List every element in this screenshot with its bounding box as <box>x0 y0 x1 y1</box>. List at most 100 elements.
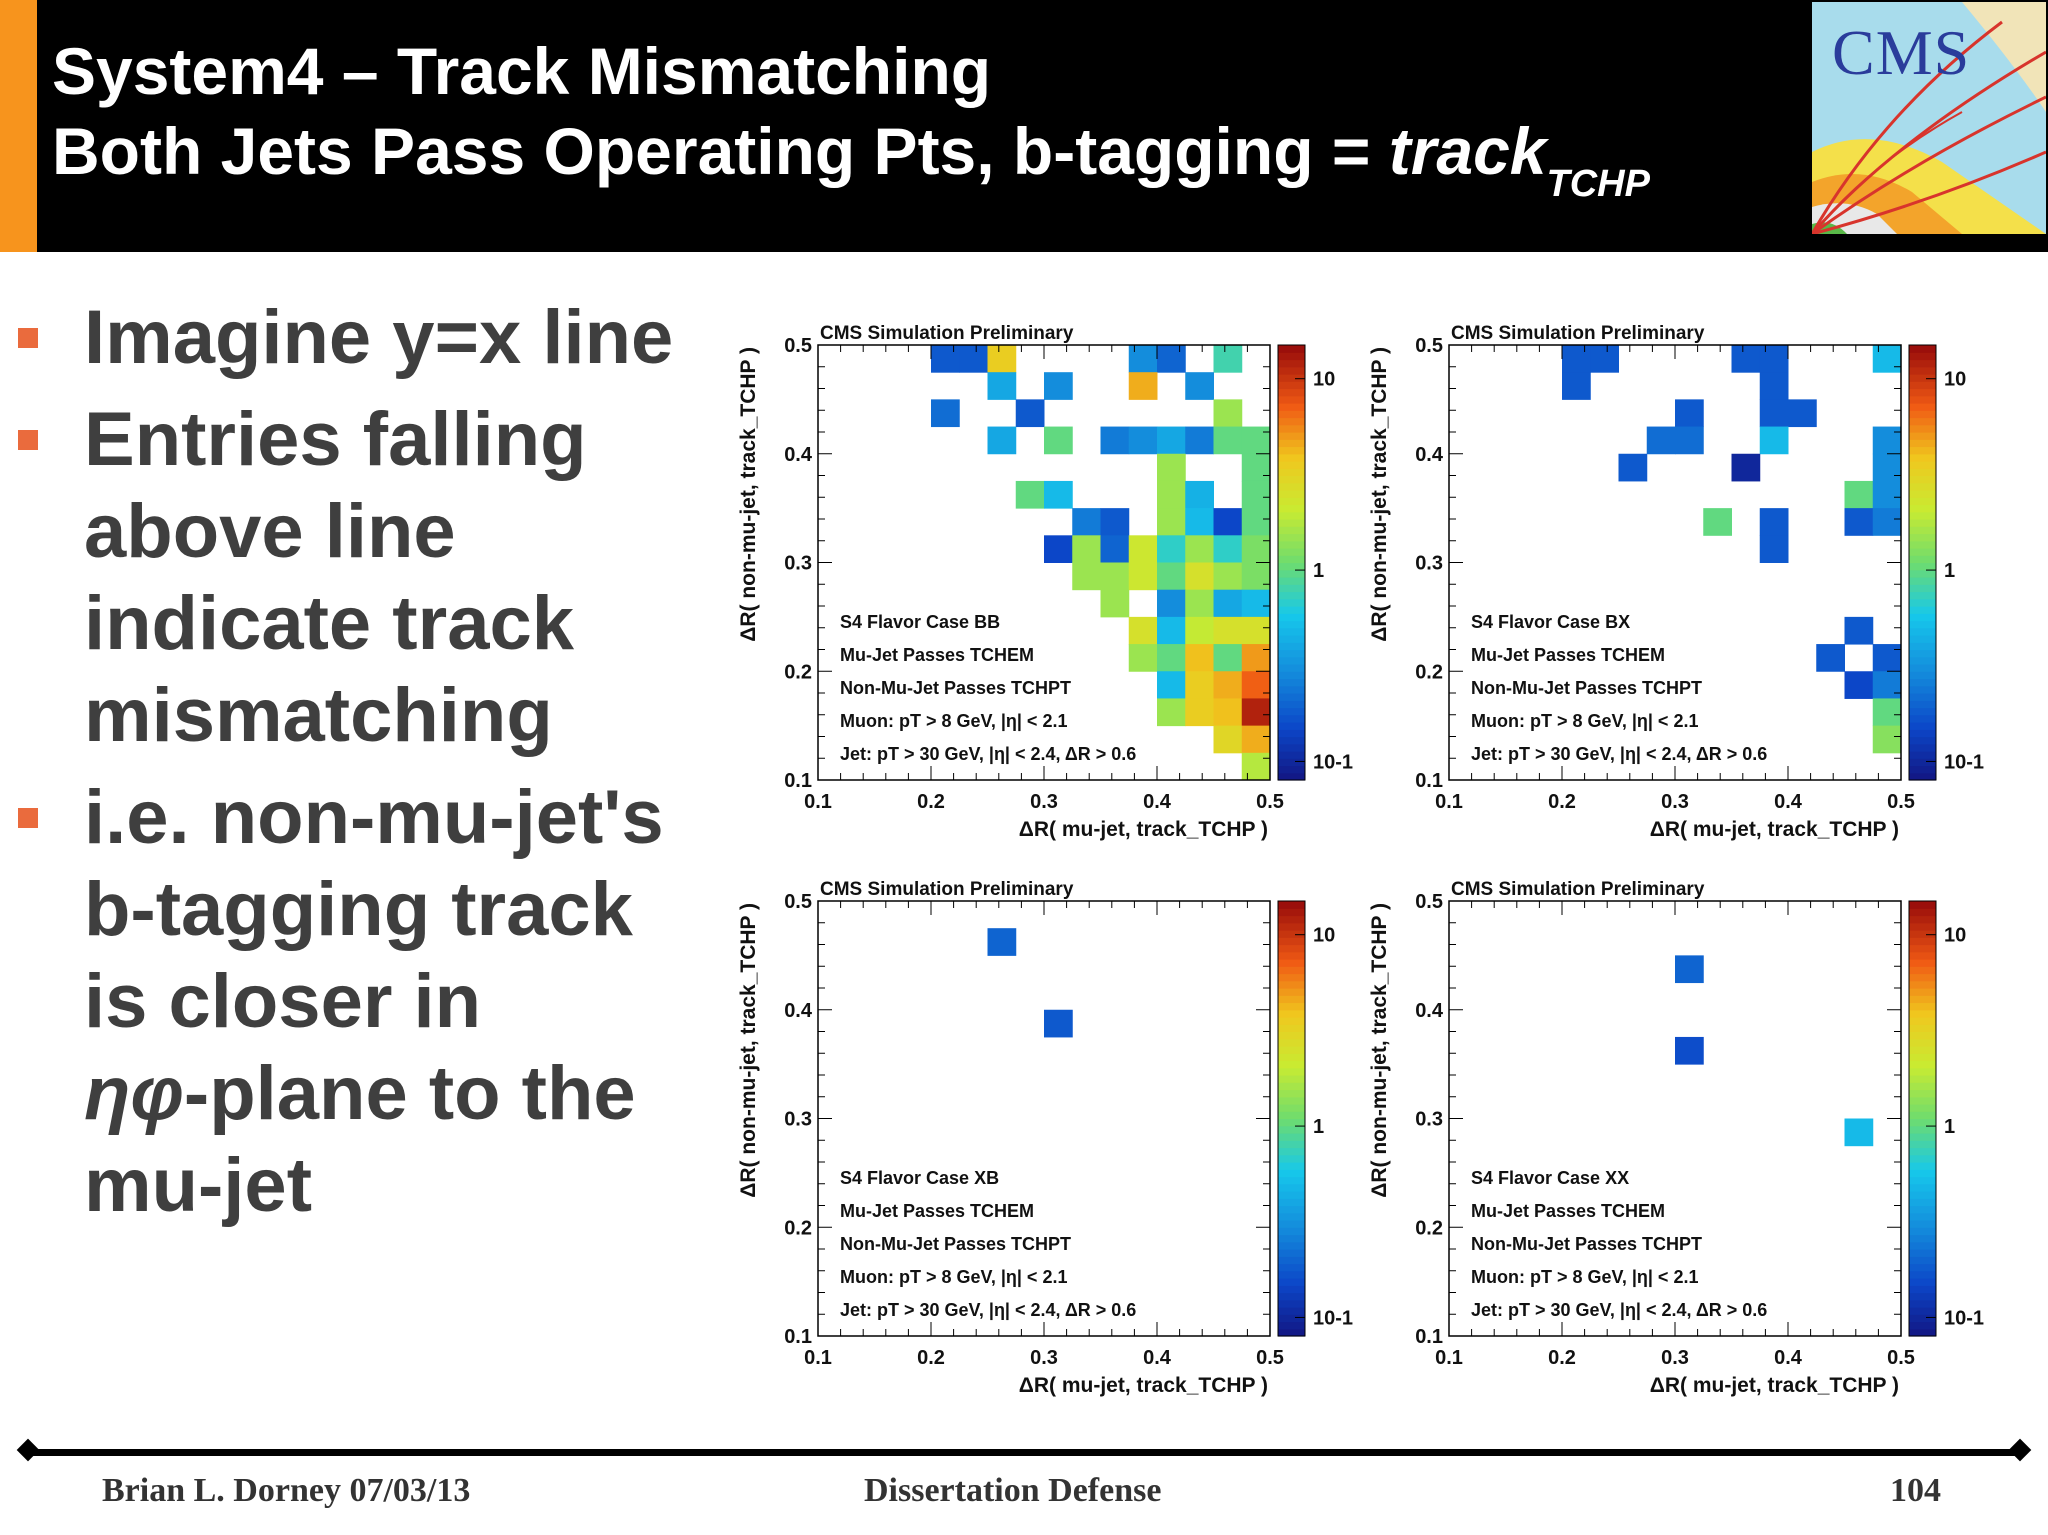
colorbar-segment <box>1909 1263 1936 1272</box>
x-tick-label: 0.5 <box>1256 1347 1284 1369</box>
colorbar-segment <box>1278 937 1305 946</box>
colorbar-segment <box>1909 1154 1936 1163</box>
colorbar-segment <box>1278 577 1305 585</box>
colorbar-segment <box>1278 1060 1305 1069</box>
colorbar-segment <box>1909 490 1936 498</box>
colorbar-segment <box>1278 1234 1305 1243</box>
y-tick-label: 0.1 <box>784 770 812 792</box>
heatmap-bin <box>1872 453 1902 482</box>
heatmap-bin <box>1675 399 1704 428</box>
colorbar-segment <box>1278 901 1305 909</box>
colorbar-segment <box>1909 432 1936 440</box>
heatmap-bin <box>1703 508 1732 536</box>
colorbar-segment <box>1909 461 1936 469</box>
colorbar-segment <box>1909 743 1936 752</box>
colorbar-segment <box>1909 395 1936 404</box>
heatmap-bin <box>931 399 960 428</box>
annotation-text: Muon: pT > 8 GeV, |η| < 2.1 <box>840 711 1067 731</box>
x-tick-label: 0.1 <box>1435 1347 1463 1369</box>
colorbar-segment <box>1278 635 1305 643</box>
colorbar-segment <box>1278 374 1305 382</box>
x-axis-label: ΔR( mu-jet, track_TCHP ) <box>1650 818 1899 841</box>
x-tick-label: 0.4 <box>1774 791 1803 813</box>
heatmap-bin <box>1185 480 1214 509</box>
heatmap-bin <box>1213 644 1243 672</box>
colorbar-segment <box>1909 1147 1936 1156</box>
bullet-text-line: b-tagging track <box>84 867 633 952</box>
y-axis-label: ΔR( non-mu-jet, track_TCHP ) <box>1368 903 1391 1198</box>
heatmap-bin <box>1128 345 1158 373</box>
colorbar-segment <box>1278 1299 1305 1308</box>
colorbar-segment <box>1278 1241 1305 1250</box>
colorbar-tick-label: 1 <box>1313 560 1324 582</box>
colorbar-segment <box>1909 606 1936 614</box>
heatmap-bin <box>931 345 960 373</box>
colorbar-tick-label: 1 <box>1313 1116 1324 1138</box>
x-tick-label: 0.5 <box>1887 1347 1915 1369</box>
chart-title: CMS Simulation Preliminary <box>1451 881 1705 900</box>
y-tick-label: 0.2 <box>1415 661 1443 683</box>
colorbar-segment <box>1278 1053 1305 1062</box>
colorbar-segment <box>1909 1285 1936 1294</box>
annotation-text: Non-Mu-Jet Passes TCHPT <box>1471 678 1702 698</box>
heatmap-bin <box>1157 589 1186 618</box>
colorbar-segment <box>1909 1031 1936 1040</box>
colorbar-segment <box>1909 1299 1936 1308</box>
colorbar-segment <box>1909 707 1936 716</box>
colorbar-segment <box>1909 620 1936 629</box>
colorbar-segment <box>1278 729 1305 738</box>
colorbar-segment <box>1909 1067 1936 1076</box>
colorbar-segment <box>1278 685 1305 694</box>
heatmap-bin <box>1872 345 1902 373</box>
colorbar-segment <box>1909 352 1936 361</box>
colorbar-segment <box>1909 482 1936 491</box>
bullet-text-line: i.e. non-mu-jet's <box>84 775 664 860</box>
y-tick-label: 0.5 <box>1415 335 1443 357</box>
colorbar-segment <box>1909 533 1936 542</box>
bullet-3: i.e. non-mu-jet's b-tagging track is close… <box>14 772 734 1232</box>
y-tick-label: 0.5 <box>1415 891 1443 913</box>
heatmap-bin <box>1844 1118 1874 1147</box>
x-tick-label: 0.3 <box>1030 1347 1058 1369</box>
colorbar-segment <box>1278 973 1305 982</box>
heatmap-bin <box>1213 535 1243 563</box>
colorbar-segment <box>1909 1082 1936 1091</box>
colorbar-frame <box>1277 344 1306 781</box>
heatmap-bin <box>1157 644 1186 672</box>
bullet-text-line: above line <box>84 489 456 574</box>
colorbar-segment <box>1278 432 1305 440</box>
heatmap-bin <box>1157 698 1186 727</box>
cms-logo-graphic <box>1812 2 2046 234</box>
annotation-text: S4 Flavor Case BX <box>1471 612 1630 632</box>
heatmap-bin <box>1213 426 1243 455</box>
heatmap-bin <box>1015 399 1045 428</box>
colorbar-segment <box>1278 475 1305 484</box>
colorbar-segment <box>1909 453 1936 462</box>
colorbar-segment <box>1278 707 1305 716</box>
y-tick-label: 0.4 <box>1415 1000 1444 1022</box>
heatmap-bin <box>1213 698 1243 727</box>
chart-title: CMS Simulation Preliminary <box>1451 325 1705 344</box>
colorbar-segment <box>1278 482 1305 491</box>
heatmap-bin <box>1241 562 1271 591</box>
y-tick-label: 0.2 <box>784 1217 812 1239</box>
y-tick-label: 0.1 <box>1415 770 1443 792</box>
colorbar-segment <box>1278 1067 1305 1076</box>
colorbar-segment <box>1278 1075 1305 1083</box>
colorbar-segment <box>1909 944 1936 953</box>
colorbar-segment <box>1278 1183 1305 1192</box>
title-bar <box>0 0 2048 252</box>
y-tick-label: 0.3 <box>784 553 812 575</box>
heatmap-bin <box>1241 616 1271 645</box>
bullet-marker <box>18 430 38 450</box>
y-axis-label: ΔR( non-mu-jet, track_TCHP ) <box>1368 347 1391 642</box>
colorbar-segment <box>1909 1104 1936 1112</box>
colorbar-segment <box>1278 1031 1305 1040</box>
colorbar-segment <box>1278 1227 1305 1236</box>
colorbar-segment <box>1278 951 1305 960</box>
heatmap-bin <box>1618 453 1648 482</box>
colorbar-segment <box>1909 1198 1936 1207</box>
colorbar-segment <box>1278 403 1305 411</box>
colorbar-segment <box>1909 671 1936 680</box>
colorbar-tick-label: 10-1 <box>1313 1307 1353 1329</box>
